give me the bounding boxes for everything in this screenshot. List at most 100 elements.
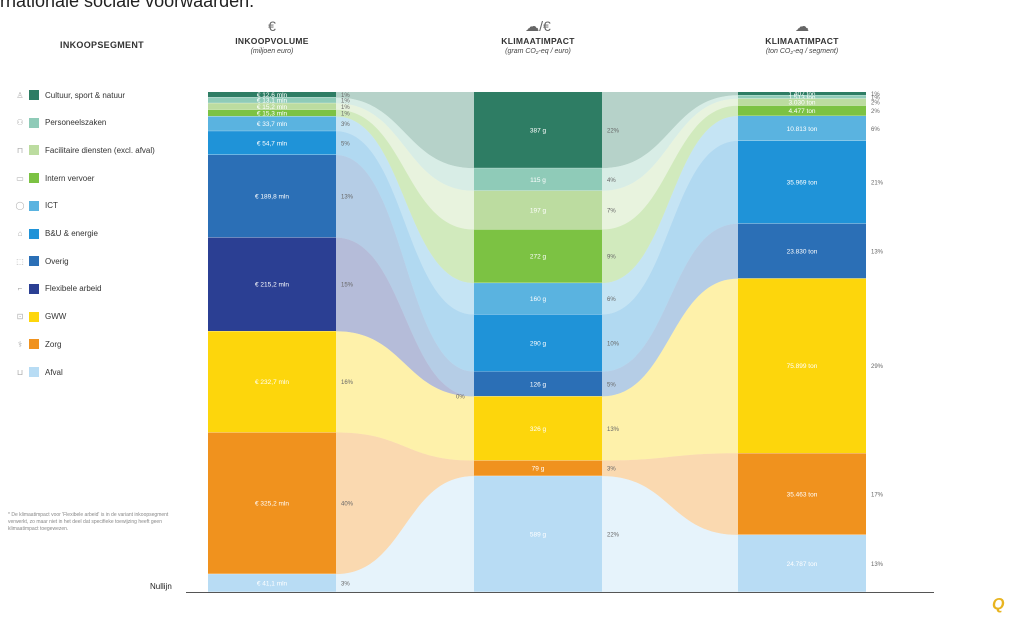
legend-label: Zorg (45, 339, 62, 349)
cloud-icon: ☁ (795, 18, 809, 34)
legend-swatch (29, 311, 39, 322)
volume-bar-segment (208, 154, 336, 238)
legend-item: ⚇ Personeelszaken (14, 116, 106, 130)
flow-band-volume-intensity (336, 103, 474, 230)
legend-swatch (29, 145, 39, 156)
volume-value-label: € 189,8 mln (255, 194, 289, 201)
intensity-bar-segment (474, 190, 602, 230)
volume-percent-label: 40% (341, 502, 354, 508)
flow-band-intensity-total (602, 116, 738, 315)
intensity-bar-segment (474, 476, 602, 592)
intensity-percent-label: 6% (607, 297, 616, 303)
legend-label: Overig (45, 256, 69, 266)
flow-band-volume-intensity (336, 109, 474, 284)
legend-label: B&U & energie (45, 229, 98, 238)
total-bar-segment (738, 223, 866, 279)
volume-value-label: € 41,1 mln (257, 580, 288, 587)
total-value-label: 24.787 ton (787, 561, 818, 568)
volume-bar-segment (208, 574, 336, 592)
segment-icon: ⚕ (17, 339, 23, 349)
total-value-label: 3.030 ton (788, 100, 815, 107)
baseline-label: Nullijn (150, 582, 172, 591)
segment-icon: ♙ (16, 90, 24, 100)
intensity-value-label: 387 g (530, 127, 547, 134)
segment-icon: ⌂ (17, 229, 23, 238)
total-bar-segment (738, 278, 866, 454)
total-bar-segment (738, 116, 866, 141)
intensity-value-label: 290 g (530, 340, 547, 347)
total-bar-segment (738, 98, 866, 106)
header-total-subtitle: (ton CO₂-eq / segment) (765, 48, 839, 55)
flow-band-volume-intensity (336, 97, 474, 191)
header-intensity-title: KLIMAATIMPACT (501, 36, 575, 46)
segment-icon: ⊔ (16, 367, 24, 377)
legend-item: ⌐ Flexibele arbeid (14, 282, 101, 296)
segment-icon: ◯ (15, 201, 25, 211)
flow-band-volume-intensity (336, 237, 474, 397)
total-percent-label: 17% (871, 492, 884, 498)
legend-label: ICT (45, 201, 58, 211)
header-total: ☁ KLIMAATIMPACT (ton CO₂-eq / segment) (738, 16, 866, 55)
segment-icon: ⚇ (16, 118, 24, 128)
volume-percent-label: 3% (341, 122, 350, 128)
intensity-value-label: 160 g (530, 296, 547, 303)
flow-band-intensity-total (602, 92, 738, 169)
volume-percent-label: 13% (341, 195, 354, 201)
euro-icon: € (268, 18, 276, 34)
intensity-percent-label: 10% (607, 341, 620, 347)
volume-percent-label: 15% (341, 283, 354, 289)
legend-item: ▭ Intern vervoer (14, 171, 94, 185)
legend-swatch (29, 200, 39, 211)
cloud-per-euro-icon: ☁/€ (525, 18, 551, 34)
total-bar-segment (738, 140, 866, 224)
intensity-value-label: 197 g (530, 207, 547, 214)
total-percent-label: 1% (871, 95, 880, 101)
intensity-percent-label: 9% (607, 255, 616, 261)
intensity-bar-segment (474, 314, 602, 372)
legend-label: Personeelszaken (45, 118, 107, 128)
total-percent-label: 2% (871, 109, 880, 115)
flow-band-intensity-total (602, 476, 738, 592)
flow-band-volume-intensity (336, 154, 474, 397)
flow-band-intensity-total (602, 278, 738, 461)
legend-item: ⚕ Zorg (14, 337, 61, 351)
footnote: * De klimaatimpact voor 'Flexibele arbei… (8, 512, 169, 532)
baseline (186, 592, 934, 593)
intensity-percent-label: 5% (607, 382, 616, 388)
header-intensity: ☁/€ KLIMAATIMPACT (gram CO₂-eq / euro) (474, 16, 602, 55)
volume-value-label: € 12,6 mln (257, 92, 288, 99)
legend-swatch (29, 256, 39, 267)
intensity-percent-label: 13% (607, 427, 620, 433)
volume-value-label: € 33,7 mln (257, 121, 288, 128)
legend-swatch (29, 117, 39, 128)
total-bar-segment (738, 453, 866, 535)
legend-item: ⊔ Afval (14, 365, 63, 379)
volume-value-label: € 15,3 mln (257, 110, 288, 117)
total-value-label: 35.969 ton (787, 180, 818, 187)
volume-bar-segment (208, 331, 336, 433)
segment-icon: ⬚ (16, 256, 24, 266)
legend-title: INKOOPSEGMENT (60, 40, 144, 50)
intensity-bar-segment (474, 92, 602, 169)
legend-item: ⊡ GWW (14, 310, 66, 324)
total-percent-label: 6% (871, 127, 880, 133)
segment-icon: ▭ (16, 173, 24, 183)
intensity-percent-label: 7% (607, 208, 616, 214)
header-volume: € INKOOPVOLUME (miljoen euro) (208, 16, 336, 55)
logo: Q (992, 596, 1005, 613)
total-percent-label: 21% (871, 181, 884, 187)
volume-bar-segment (208, 237, 336, 332)
legend-label: Cultuur, sport & natuur (45, 90, 126, 100)
flow-band-intensity-total (602, 453, 738, 535)
flow-band-volume-intensity (336, 331, 474, 461)
flow-band-intensity-total (602, 98, 738, 230)
total-percent-label: 2% (871, 101, 880, 107)
total-percent-label: 13% (871, 249, 884, 255)
volume-percent-label: 3% (341, 581, 350, 587)
legend-swatch (29, 367, 39, 377)
volume-value-label: € 232,7 mln (255, 379, 289, 386)
legend-label: Afval (45, 367, 63, 377)
intensity-value-label: 326 g (530, 426, 547, 433)
total-bar-segment (738, 92, 866, 96)
